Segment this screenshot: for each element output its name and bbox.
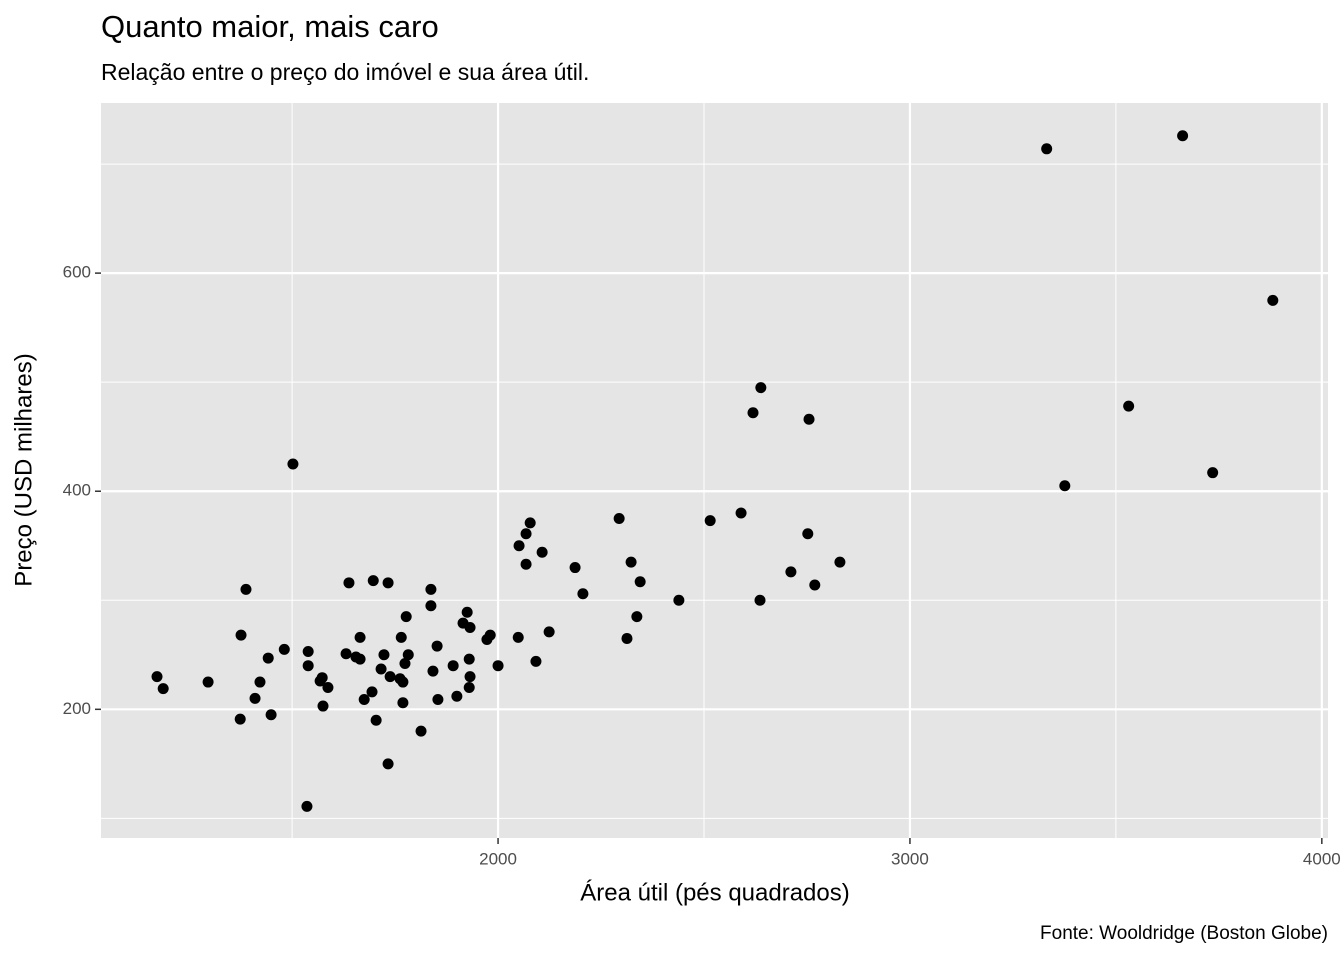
point	[747, 407, 759, 419]
point	[265, 709, 277, 721]
point	[402, 649, 414, 661]
point	[157, 683, 169, 695]
point	[735, 507, 747, 519]
point	[512, 631, 524, 643]
point	[577, 588, 589, 600]
point	[513, 540, 525, 552]
point	[463, 682, 475, 694]
point	[354, 653, 366, 665]
point	[382, 758, 394, 770]
point	[1177, 130, 1189, 142]
point	[673, 594, 685, 606]
point	[543, 626, 555, 638]
point	[399, 658, 411, 670]
point	[358, 694, 370, 706]
point	[302, 660, 314, 672]
point	[524, 517, 536, 529]
point	[202, 676, 214, 688]
point	[287, 458, 299, 470]
point	[631, 611, 643, 623]
point	[234, 713, 246, 725]
chart-subtitle: Relação entre o preço do imóvel e sua ár…	[101, 59, 589, 85]
point	[754, 594, 766, 606]
point	[432, 694, 444, 706]
point	[254, 676, 266, 688]
point	[464, 671, 476, 683]
point	[1207, 467, 1219, 479]
x-tick-label: 2000	[479, 849, 517, 868]
point	[316, 672, 328, 684]
point	[302, 646, 314, 658]
point	[397, 697, 409, 709]
point	[625, 556, 637, 568]
point	[464, 622, 476, 634]
point	[621, 632, 633, 644]
point	[704, 515, 716, 527]
point	[809, 579, 821, 591]
point	[530, 655, 542, 667]
point	[1059, 480, 1071, 492]
y-tick-label: 200	[63, 699, 91, 718]
point	[301, 800, 313, 812]
point	[235, 629, 247, 641]
point	[384, 671, 396, 683]
point	[520, 528, 532, 540]
point	[249, 692, 261, 704]
point	[461, 606, 473, 618]
point	[415, 725, 427, 737]
x-tick-label: 4000	[1303, 849, 1341, 868]
point	[397, 676, 409, 688]
panel	[101, 103, 1328, 838]
point	[431, 640, 443, 652]
point	[492, 660, 504, 672]
point	[536, 546, 548, 558]
point	[803, 413, 815, 425]
point	[322, 682, 334, 694]
point	[425, 583, 437, 595]
point	[382, 577, 394, 589]
point	[151, 671, 163, 683]
y-axis-title: Preço (USD milhares)	[10, 353, 37, 586]
point	[1123, 400, 1135, 412]
point	[613, 512, 625, 524]
point	[569, 562, 581, 574]
point	[425, 600, 437, 612]
point	[343, 577, 355, 589]
point	[802, 528, 814, 540]
y-tick-label: 400	[63, 481, 91, 500]
point	[1267, 294, 1279, 306]
point	[463, 653, 475, 665]
point	[834, 556, 846, 568]
chart-title: Quanto maior, mais caro	[101, 9, 439, 44]
point	[340, 648, 352, 660]
point	[240, 583, 252, 595]
caption: Fonte: Wooldridge (Boston Globe)	[1040, 923, 1328, 944]
point	[400, 611, 412, 623]
point	[520, 558, 532, 570]
point	[367, 575, 379, 587]
point	[262, 652, 274, 664]
point	[427, 665, 439, 677]
point	[484, 629, 496, 641]
point	[451, 690, 463, 702]
y-tick-label: 600	[63, 263, 91, 282]
point	[354, 631, 366, 643]
point	[634, 576, 646, 588]
point	[1041, 143, 1053, 155]
point	[447, 660, 459, 672]
point	[278, 643, 290, 655]
point	[375, 663, 387, 675]
x-axis-title: Área útil (pés quadrados)	[580, 879, 849, 906]
point	[755, 382, 767, 394]
point	[785, 566, 797, 578]
point	[366, 686, 378, 698]
point	[317, 700, 329, 712]
x-tick-label: 3000	[891, 849, 929, 868]
point	[378, 649, 390, 661]
point	[395, 631, 407, 643]
point	[370, 714, 382, 726]
